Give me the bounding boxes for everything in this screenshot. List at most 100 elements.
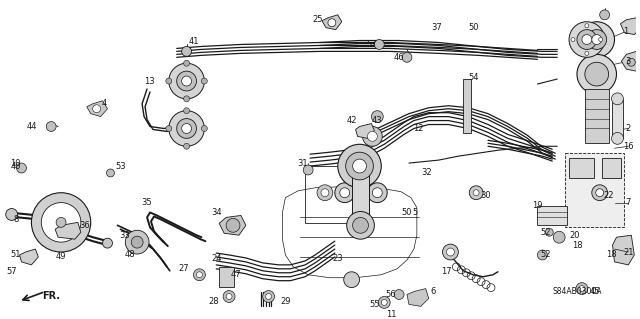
Text: 2: 2 — [626, 124, 631, 133]
Circle shape — [340, 188, 349, 198]
Circle shape — [303, 165, 313, 175]
Circle shape — [226, 219, 240, 232]
Circle shape — [193, 269, 205, 281]
Bar — [569, 158, 594, 178]
Circle shape — [317, 185, 333, 201]
Circle shape — [571, 38, 575, 41]
Text: 7: 7 — [626, 198, 631, 207]
Circle shape — [587, 30, 607, 49]
Circle shape — [577, 54, 616, 94]
Polygon shape — [620, 18, 640, 34]
Circle shape — [102, 238, 113, 248]
Text: 13: 13 — [144, 77, 154, 85]
Circle shape — [182, 123, 191, 133]
Text: 29: 29 — [280, 297, 291, 306]
Circle shape — [166, 78, 172, 84]
Text: 57: 57 — [6, 267, 17, 276]
Circle shape — [545, 228, 553, 236]
Polygon shape — [621, 51, 640, 71]
Circle shape — [538, 250, 547, 260]
Circle shape — [125, 230, 149, 254]
Text: 52: 52 — [540, 250, 550, 259]
Text: 48: 48 — [125, 250, 136, 259]
Text: 25: 25 — [313, 15, 323, 24]
Text: 50: 50 — [402, 208, 412, 217]
Circle shape — [402, 52, 412, 62]
Polygon shape — [322, 15, 342, 30]
Circle shape — [579, 22, 614, 57]
Text: 17: 17 — [441, 267, 452, 276]
Bar — [147, 49, 236, 176]
Circle shape — [627, 58, 636, 66]
Polygon shape — [55, 222, 81, 239]
Circle shape — [592, 185, 607, 201]
Circle shape — [577, 30, 596, 49]
Text: 53: 53 — [115, 161, 125, 171]
Circle shape — [169, 63, 204, 99]
Circle shape — [394, 290, 404, 300]
Circle shape — [367, 131, 378, 141]
Circle shape — [338, 144, 381, 188]
Circle shape — [266, 293, 271, 300]
Bar — [612, 99, 623, 138]
Circle shape — [347, 211, 374, 239]
Text: 37: 37 — [431, 23, 442, 32]
Text: 8: 8 — [13, 215, 19, 224]
Text: 23: 23 — [332, 255, 343, 263]
Text: 42: 42 — [346, 116, 357, 125]
Circle shape — [202, 125, 207, 131]
Circle shape — [106, 169, 115, 177]
Text: 54: 54 — [468, 73, 479, 82]
Polygon shape — [407, 289, 429, 306]
Text: 11: 11 — [386, 310, 396, 319]
Text: 6: 6 — [430, 287, 435, 296]
Bar — [463, 79, 471, 133]
Text: 41: 41 — [188, 37, 199, 46]
Text: 20: 20 — [570, 231, 580, 240]
Circle shape — [367, 183, 387, 203]
Text: 47: 47 — [230, 270, 241, 279]
Text: 51: 51 — [10, 250, 21, 259]
Circle shape — [335, 183, 355, 203]
Text: 56: 56 — [386, 290, 396, 299]
Circle shape — [553, 231, 565, 243]
Polygon shape — [20, 249, 38, 265]
Text: 19: 19 — [532, 201, 543, 210]
Circle shape — [579, 286, 585, 292]
Bar — [305, 166, 353, 223]
Circle shape — [169, 111, 204, 146]
Circle shape — [378, 296, 390, 308]
Polygon shape — [356, 123, 374, 138]
Circle shape — [473, 190, 479, 196]
Circle shape — [469, 186, 483, 200]
Circle shape — [184, 60, 189, 66]
Circle shape — [612, 93, 623, 105]
Text: 12: 12 — [413, 124, 424, 133]
Circle shape — [131, 236, 143, 248]
Text: 34: 34 — [211, 208, 221, 217]
Circle shape — [582, 34, 592, 44]
Text: 16: 16 — [623, 142, 634, 151]
Circle shape — [196, 272, 202, 278]
Circle shape — [381, 300, 387, 305]
Circle shape — [596, 189, 604, 197]
Circle shape — [182, 47, 191, 56]
Circle shape — [184, 96, 189, 102]
Circle shape — [346, 152, 373, 180]
Text: 52: 52 — [540, 228, 550, 237]
Text: S84AB0300A: S84AB0300A — [552, 287, 602, 296]
Text: 3: 3 — [626, 57, 631, 66]
Text: 24: 24 — [211, 255, 221, 263]
Text: 46: 46 — [394, 53, 404, 62]
Bar — [538, 205, 567, 225]
Circle shape — [612, 132, 623, 144]
Polygon shape — [219, 215, 246, 235]
Text: 45: 45 — [589, 287, 600, 296]
Circle shape — [447, 248, 454, 256]
Circle shape — [585, 51, 589, 55]
Text: 32: 32 — [421, 168, 432, 177]
Polygon shape — [87, 101, 108, 117]
Text: 27: 27 — [179, 264, 189, 273]
Bar — [219, 267, 234, 286]
Circle shape — [93, 105, 100, 113]
